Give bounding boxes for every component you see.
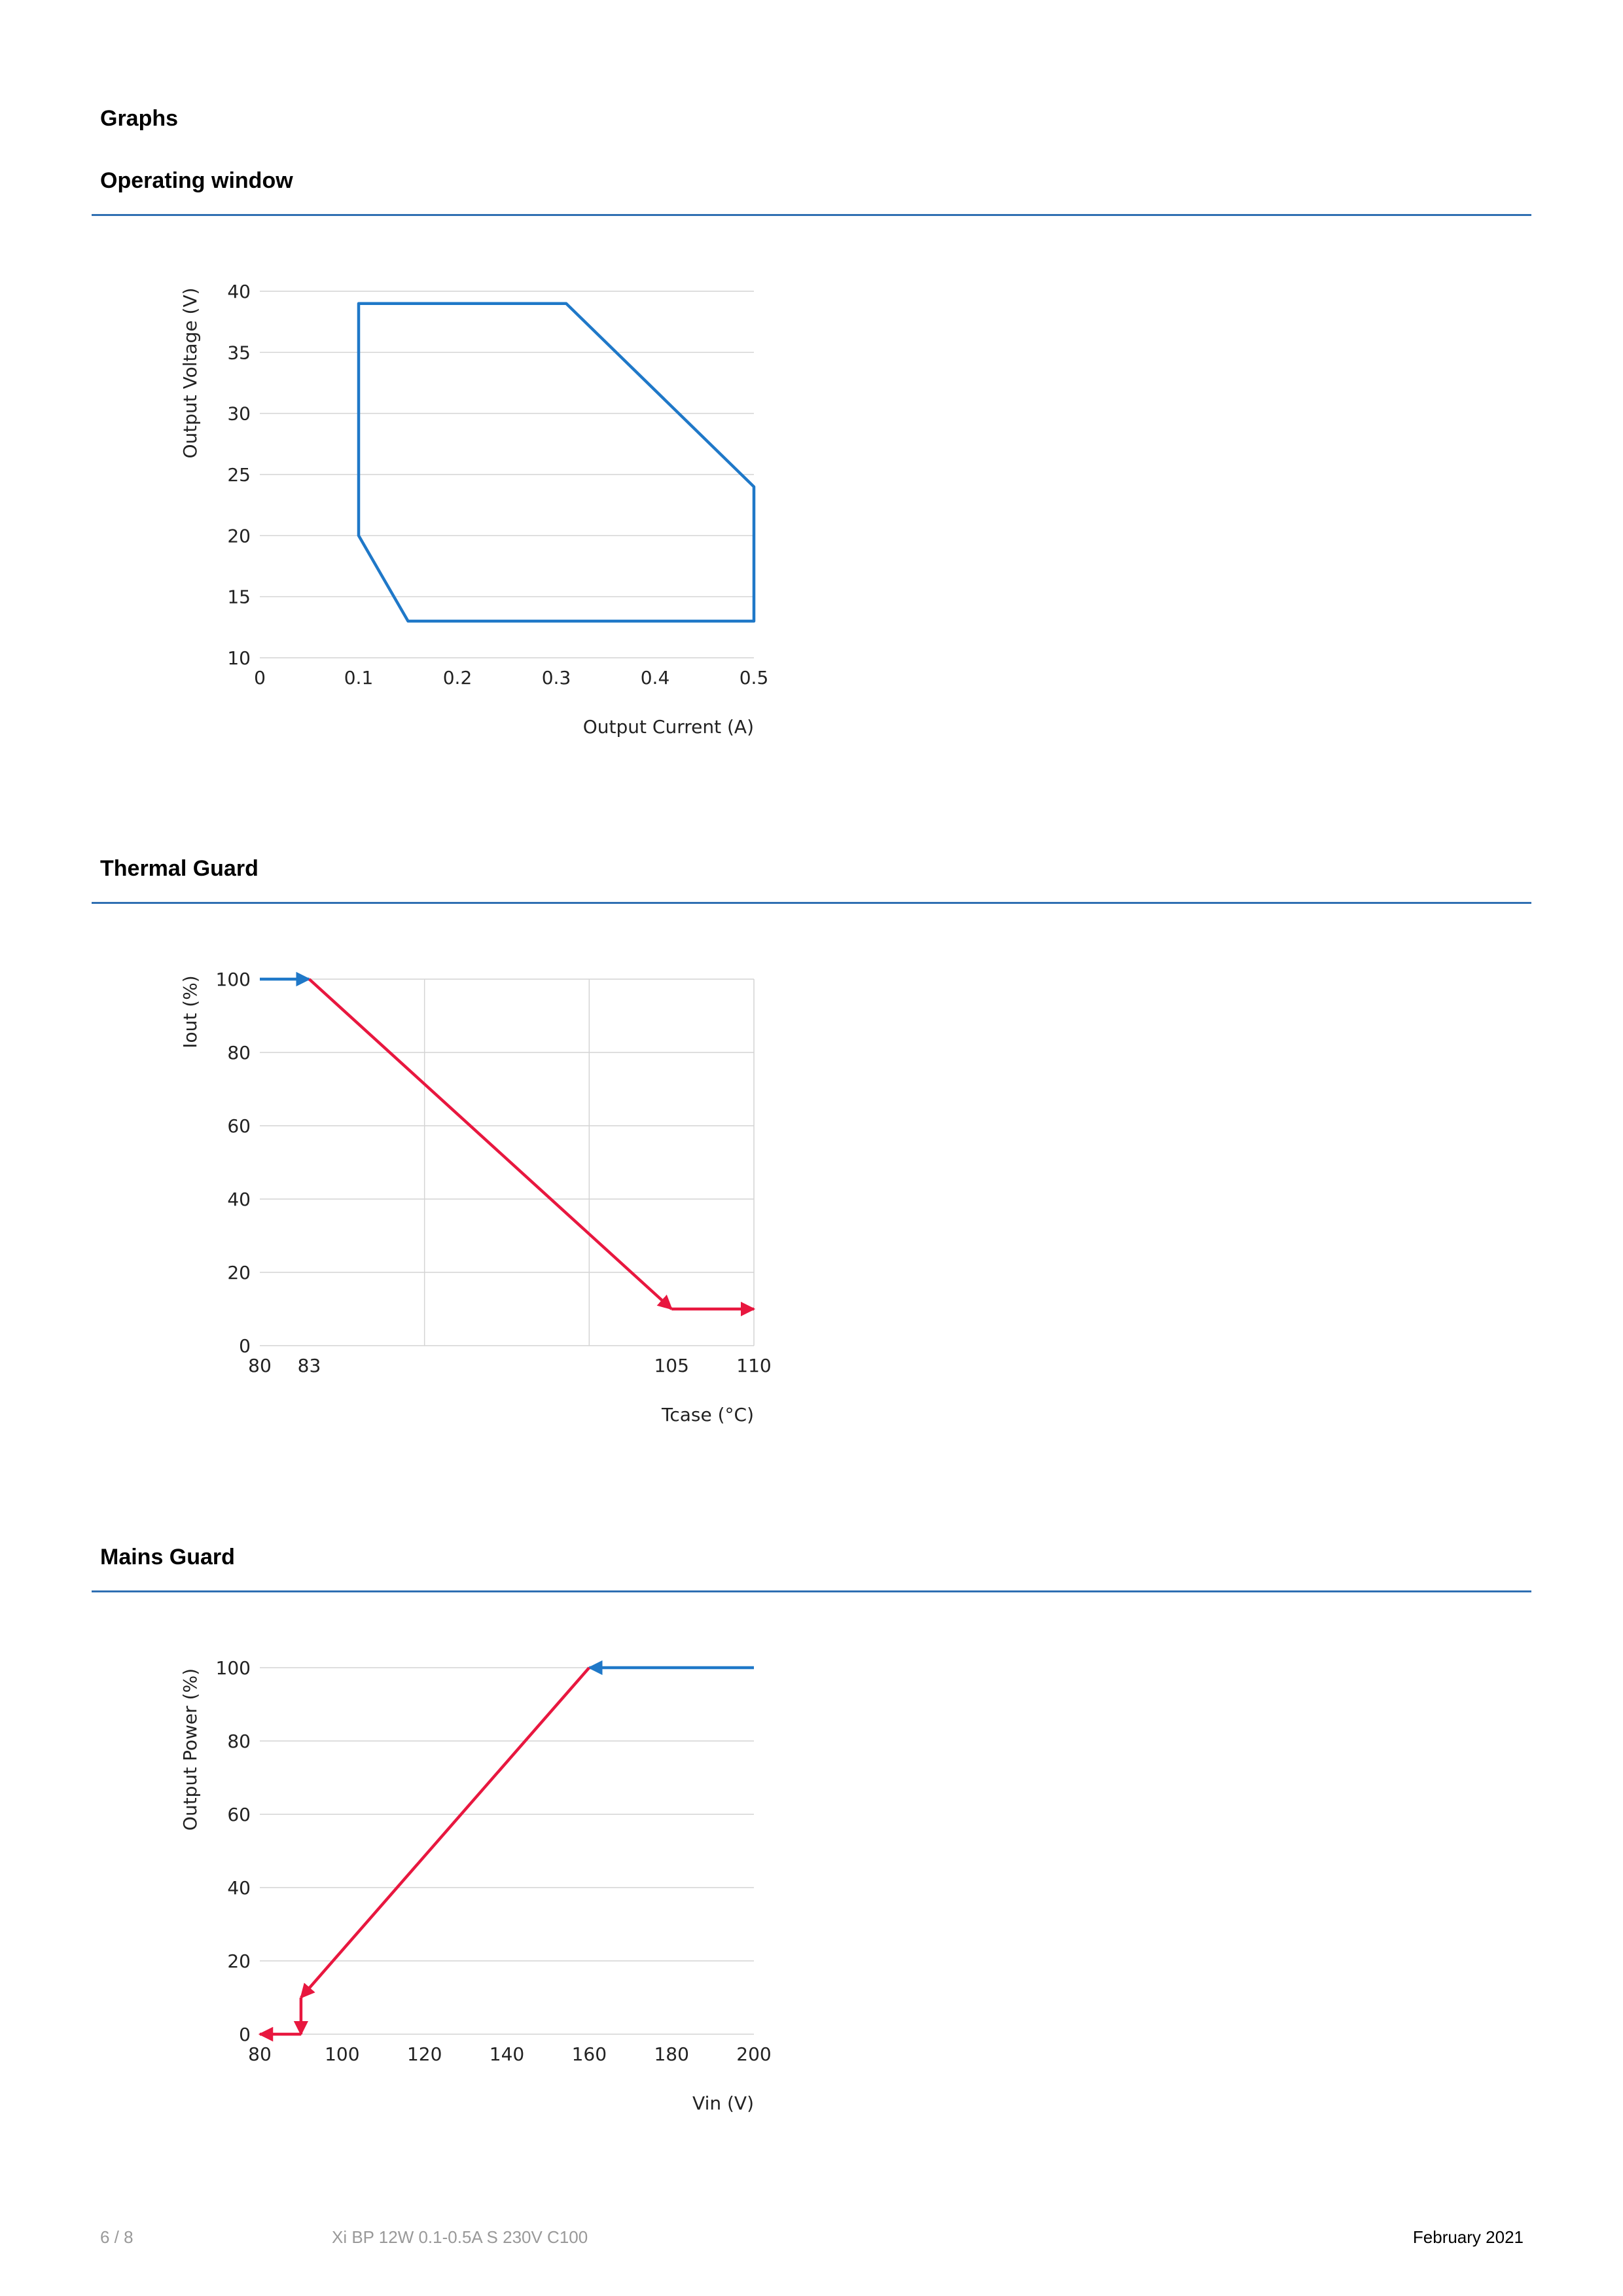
- x-tick-label: 80: [248, 2043, 272, 2065]
- x-tick-label: 180: [654, 2043, 688, 2065]
- y-tick-label: 20: [227, 525, 251, 547]
- y-tick-label: 15: [227, 586, 251, 608]
- y-tick-label: 35: [227, 342, 251, 363]
- footer-page-number: 6 / 8: [100, 2227, 134, 2247]
- y-axis-label: Output Power (%): [179, 1668, 201, 1831]
- footer-date: February 2021: [1412, 2227, 1524, 2247]
- y-tick-label: 80: [227, 1731, 251, 1752]
- section-title-mains-guard: Mains Guard: [100, 1545, 235, 1570]
- footer-product-name: Xi BP 12W 0.1-0.5A S 230V C100: [332, 2227, 588, 2247]
- section-title-thermal-guard: Thermal Guard: [100, 856, 259, 881]
- y-tick-label: 40: [227, 281, 251, 302]
- y-axis-label: Iout (%): [179, 975, 201, 1048]
- series-line-1: [357, 302, 756, 623]
- y-tick-label: 10: [227, 647, 251, 669]
- y-tick-label: 25: [227, 464, 251, 486]
- x-tick-label: 200: [736, 2043, 771, 2065]
- mains-guard-chart: 0 20 40 60 80 100 80 100 120 140 160 180 200 Vin (V) O…: [179, 1657, 772, 2114]
- x-axis-label: Vin (V): [692, 2092, 754, 2114]
- x-tick-label: 160: [572, 2043, 607, 2065]
- x-tick-label: 83: [298, 1355, 321, 1376]
- x-tick-label: 140: [490, 2043, 524, 2065]
- y-tick-label: 40: [227, 1877, 251, 1899]
- section-divider: [92, 1590, 1531, 1592]
- section-divider: [92, 214, 1531, 216]
- y-axis-label: Output Voltage (V): [179, 287, 201, 458]
- x-tick-label: 80: [248, 1355, 272, 1376]
- x-tick-label: 0.1: [344, 667, 374, 689]
- y-tick-label: 30: [227, 403, 251, 425]
- y-tick-label: 20: [227, 1950, 251, 1972]
- page-heading: Graphs: [100, 106, 179, 131]
- x-tick-label: 100: [325, 2043, 359, 2065]
- series-line-2: [308, 978, 673, 1310]
- series-line-2: [300, 1666, 590, 1999]
- x-tick-label: 0.5: [740, 667, 769, 689]
- y-tick-label: 60: [227, 1115, 251, 1137]
- y-tick-label: 20: [227, 1262, 251, 1283]
- x-tick-label: 110: [736, 1355, 771, 1376]
- y-tick-label: 60: [227, 1804, 251, 1825]
- operating-window-chart: 10 15 20 25 30 35 40 0 0.1 0.2 0.3 0.4 0.5 Output Cur…: [179, 281, 769, 738]
- y-tick-label: 100: [216, 1657, 251, 1679]
- y-tick-label: 0: [239, 1335, 251, 1357]
- x-tick-label: 0: [254, 667, 266, 689]
- x-tick-label: 120: [407, 2043, 442, 2065]
- y-tick-label: 100: [216, 969, 251, 990]
- x-tick-label: 0.2: [443, 667, 473, 689]
- x-tick-label: 0.4: [641, 667, 670, 689]
- section-divider: [92, 902, 1531, 904]
- y-tick-label: 0: [239, 2024, 251, 2045]
- thermal-guard-chart: 0 20 40 60 80 100 80 83 105 110 Tcase (°C) Iout (%): [179, 969, 772, 1426]
- x-tick-label: 105: [654, 1355, 688, 1376]
- x-axis-label: Tcase (°C): [661, 1404, 754, 1426]
- x-axis-label: Output Current (A): [583, 716, 754, 738]
- x-tick-label: 0.3: [542, 667, 571, 689]
- y-tick-label: 40: [227, 1189, 251, 1210]
- section-title-operating-window: Operating window: [100, 168, 293, 193]
- y-tick-label: 80: [227, 1042, 251, 1064]
